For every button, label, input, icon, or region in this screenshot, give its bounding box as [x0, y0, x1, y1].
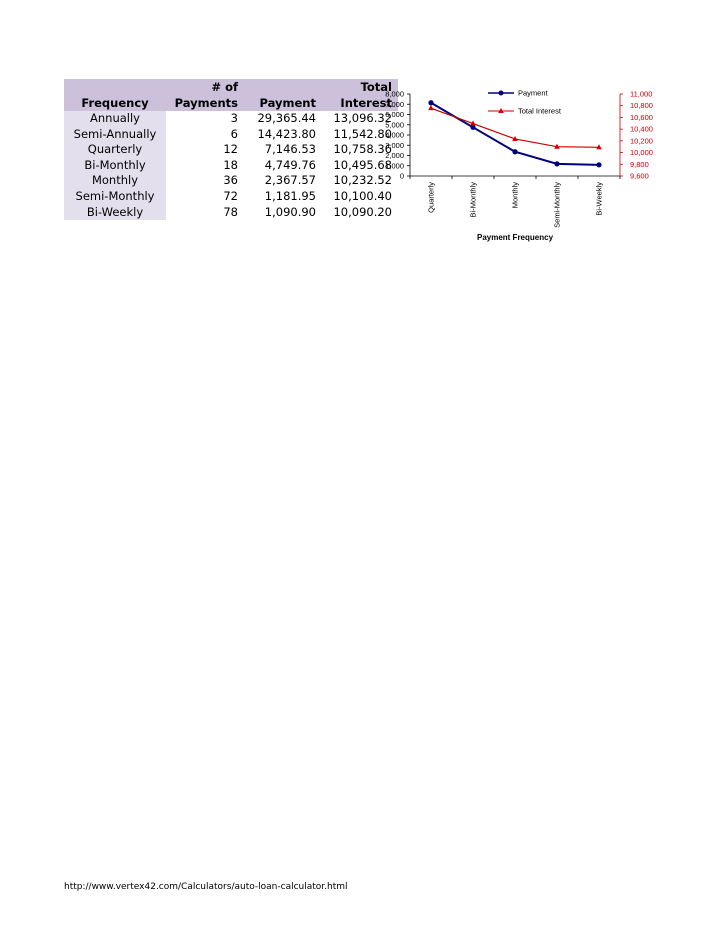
- left-tick-label: 0: [400, 172, 404, 181]
- header-frequency-line1: [64, 79, 166, 95]
- header-total-interest-line2: Interest: [322, 95, 398, 111]
- header-total-interest-line1: Total: [322, 79, 398, 95]
- payment-point: [596, 162, 602, 168]
- table-row: Semi-Monthly 72 1,181.95 10,100.40: [64, 188, 398, 205]
- cell-total-interest: 10,758.36: [333, 142, 392, 157]
- payment-point: [428, 100, 434, 106]
- total-interest-point: [512, 135, 518, 141]
- left-tick-label: 6,000: [385, 110, 404, 119]
- cell-frequency: Semi-Monthly: [64, 188, 166, 205]
- cell-total-interest: 10,232.52: [333, 173, 392, 188]
- left-tick-label: 4,000: [385, 131, 404, 140]
- cell-total-interest: 10,495.68: [333, 157, 392, 172]
- cell-total-interest: 10,100.40: [333, 188, 392, 203]
- cell-total-interest: 11,542.80: [333, 126, 392, 141]
- left-tick-label: 5,000: [385, 120, 404, 129]
- left-tick-label: 7,000: [385, 100, 404, 109]
- right-tick-label: 10,000: [630, 148, 653, 157]
- total-interest-point: [554, 143, 560, 149]
- left-tick-label: 8,000: [385, 90, 404, 99]
- header-payment-line2: Payment: [244, 95, 322, 111]
- table-row: Semi-Annually 6 14,423.80 11,542.80: [64, 126, 398, 143]
- left-tick-label: 1,000: [385, 161, 404, 170]
- cell-payment: 4,749.76: [264, 157, 316, 172]
- total-interest-point: [428, 105, 434, 111]
- x-tick-label: Quarterly: [427, 182, 436, 213]
- header-payment-line1: [244, 79, 322, 95]
- right-tick-label: 9,800: [630, 160, 649, 169]
- cell-num-payments: 78: [223, 204, 238, 219]
- table-row: Bi-Weekly 78 1,090.90 10,090.20: [64, 204, 398, 221]
- cell-frequency: Annually: [64, 111, 166, 127]
- table-row: Annually 3 29,365.44 13,096.32: [64, 111, 398, 127]
- series-line-total-interest: [430, 107, 600, 148]
- right-tick-label: 10,800: [630, 101, 653, 110]
- cell-frequency: Bi-Weekly: [64, 204, 166, 221]
- cell-payment: 1,181.95: [264, 188, 316, 203]
- x-tick-label: Semi-Monthly: [553, 182, 562, 228]
- cell-total-interest: 13,096.32: [333, 111, 392, 125]
- cell-payment: 2,367.57: [264, 173, 316, 188]
- cell-frequency: Quarterly: [64, 142, 166, 158]
- legend-marker: [498, 90, 504, 96]
- header-num-payments-line1: # of: [166, 79, 244, 95]
- source-url: http://www.vertex42.com/Calculators/auto…: [64, 882, 348, 892]
- right-tick-label: 11,000: [630, 90, 652, 99]
- right-tick-label: 10,400: [630, 125, 653, 134]
- payment-point: [470, 124, 476, 130]
- x-axis-title: Payment Frequency: [477, 233, 554, 242]
- right-tick-label: 10,200: [630, 136, 653, 145]
- x-tick-label: Bi-Weekly: [595, 182, 604, 216]
- cell-payment: 14,423.80: [257, 126, 316, 141]
- cell-payment: 7,146.53: [264, 142, 316, 157]
- series-line-payment: [430, 101, 600, 166]
- cell-frequency: Monthly: [64, 173, 166, 189]
- x-tick-label: Bi-Monthly: [469, 182, 478, 218]
- header-num-payments-line2: Payments: [166, 95, 244, 111]
- cell-total-interest: 10,090.20: [333, 204, 392, 219]
- legend-label: Total Interest: [518, 107, 562, 116]
- header-frequency-line2: Frequency: [64, 95, 166, 111]
- total-interest-point: [470, 120, 476, 126]
- cell-num-payments: 72: [223, 188, 238, 203]
- cell-frequency: Semi-Annually: [64, 126, 166, 143]
- cell-num-payments: 12: [223, 142, 238, 157]
- table-header-row: Frequency Payments Payment Interest: [64, 95, 398, 111]
- right-tick-label: 10,600: [630, 113, 653, 122]
- table-row: Monthly 36 2,367.57 10,232.52: [64, 173, 398, 189]
- left-tick-label: 2,000: [385, 151, 404, 160]
- payment-point: [512, 149, 518, 155]
- table-row: Bi-Monthly 18 4,749.76 10,495.68: [64, 157, 398, 174]
- cell-num-payments: 36: [223, 173, 238, 188]
- cell-frequency: Bi-Monthly: [64, 157, 166, 174]
- cell-num-payments: 18: [223, 157, 238, 172]
- legend-marker: [498, 108, 504, 113]
- table-row: Quarterly 12 7,146.53 10,758.36: [64, 142, 398, 158]
- x-tick-label: Monthly: [511, 182, 520, 209]
- left-tick-label: 3,000: [385, 141, 404, 150]
- cell-num-payments: 3: [230, 111, 238, 125]
- cell-payment: 1,090.90: [264, 204, 316, 219]
- table-header-row: # of Total: [64, 79, 398, 95]
- cell-payment: 29,365.44: [257, 111, 316, 125]
- right-tick-label: 9,600: [630, 172, 649, 181]
- total-interest-point: [596, 144, 602, 150]
- payment-point: [554, 161, 560, 167]
- payment-frequency-table: # of Total Frequency Payments Payment In…: [64, 79, 398, 221]
- legend-label: Payment: [518, 89, 549, 98]
- cell-num-payments: 6: [230, 126, 238, 141]
